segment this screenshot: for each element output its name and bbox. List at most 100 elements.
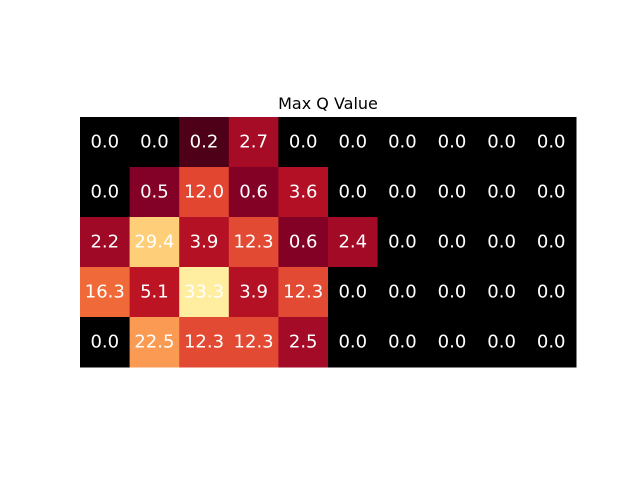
heatmap-cell-r0-c8: [476, 117, 527, 168]
heatmap-cell-r3-c9: [526, 267, 577, 318]
heatmap-value-label-r1-c2: 12.0: [184, 182, 224, 203]
heatmap-value-label-r0-c6: 0.0: [388, 132, 417, 153]
heatmap-value-label-r2-c0: 2.2: [90, 232, 119, 253]
heatmap-value-label-r1-c4: 3.6: [289, 182, 318, 203]
heatmap-cell-r0-c0: [80, 117, 131, 168]
heatmap-value-label-r0-c5: 0.0: [338, 132, 367, 153]
heatmap-value-label-r3-c0: 16.3: [85, 282, 125, 303]
heatmap-cell-r0-c6: [377, 117, 428, 168]
heatmap-value-label-r4-c6: 0.0: [388, 332, 417, 353]
heatmap-cell-r4-c2: [179, 317, 230, 368]
heatmap-value-label-r0-c4: 0.0: [289, 132, 318, 153]
heatmap-cell-r4-c7: [427, 317, 478, 368]
heatmap-cell-r1-c1: [129, 167, 180, 218]
heatmap-value-label-r2-c5: 2.4: [338, 232, 367, 253]
heatmap-value-label-r3-c6: 0.0: [388, 282, 417, 303]
heatmap-cell-r4-c6: [377, 317, 428, 368]
heatmap-cell-r1-c3: [228, 167, 279, 218]
heatmap-cell-r1-c0: [80, 167, 131, 218]
heatmap-cell-r3-c7: [427, 267, 478, 318]
heatmap-cell-r0-c7: [427, 117, 478, 168]
heatmap-cell-r2-c5: [328, 217, 379, 268]
heatmap-cell-r1-c4: [278, 167, 329, 218]
heatmap-value-label-r2-c8: 0.0: [487, 232, 516, 253]
heatmap-value-label-r4-c4: 2.5: [289, 332, 318, 353]
heatmap-value-label-r0-c1: 0.0: [140, 132, 169, 153]
heatmap-cell-r2-c1: [129, 217, 180, 268]
heatmap-cell-r1-c5: [328, 167, 379, 218]
heatmap-cell-r2-c3: [228, 217, 279, 268]
heatmap-cell-r1-c2: [179, 167, 230, 218]
heatmap-value-label-r4-c8: 0.0: [487, 332, 516, 353]
heatmap-cell-r2-c8: [476, 217, 527, 268]
heatmap-cell-r0-c2: [179, 117, 230, 168]
heatmap-cell-r2-c4: [278, 217, 329, 268]
heatmap-cell-r2-c0: [80, 217, 131, 268]
heatmap-value-label-r2-c2: 3.9: [190, 232, 219, 253]
heatmap-value-label-r1-c1: 0.5: [140, 182, 169, 203]
heatmap-value-label-r0-c3: 2.7: [239, 132, 268, 153]
heatmap-cell-r2-c2: [179, 217, 230, 268]
heatmap-value-label-r2-c4: 0.6: [289, 232, 318, 253]
heatmap-labels: 0.0 0.0 0.2 2.7 0.0 0.0 0.0 0.0 0.0 0.0 0.0 0.5 12.0…: [85, 132, 566, 353]
heatmap-value-label-r0-c8: 0.0: [487, 132, 516, 153]
heatmap-cell-r3-c5: [328, 267, 379, 318]
heatmap-value-label-r2-c6: 0.0: [388, 232, 417, 253]
heatmap-cell-r3-c1: [129, 267, 180, 318]
heatmap-value-label-r3-c2: 33.3: [184, 282, 224, 303]
heatmap-cell-r1-c7: [427, 167, 478, 218]
heatmap-cell-r4-c5: [328, 317, 379, 368]
heatmap-cell-r4-c4: [278, 317, 329, 368]
heatmap-cell-r2-c7: [427, 217, 478, 268]
heatmap-cell-r4-c8: [476, 317, 527, 368]
heatmap-value-label-r1-c6: 0.0: [388, 182, 417, 203]
heatmap-value-label-r2-c7: 0.0: [438, 232, 467, 253]
heatmap-value-label-r3-c1: 5.1: [140, 282, 169, 303]
heatmap-value-label-r4-c9: 0.0: [537, 332, 566, 353]
heatmap-value-label-r4-c5: 0.0: [338, 332, 367, 353]
heatmap-cell-r0-c4: [278, 117, 329, 168]
heatmap-cell-r1-c8: [476, 167, 527, 218]
heatmap-cell-r0-c3: [228, 117, 279, 168]
heatmap-value-label-r1-c9: 0.0: [537, 182, 566, 203]
heatmap-value-label-r1-c5: 0.0: [338, 182, 367, 203]
heatmap-cell-r0-c5: [328, 117, 379, 168]
heatmap-value-label-r0-c0: 0.0: [90, 132, 119, 153]
heatmap-value-label-r3-c4: 12.3: [283, 282, 323, 303]
heatmap-cells: [80, 117, 577, 368]
heatmap-cell-r3-c0: [80, 267, 131, 318]
heatmap-value-label-r4-c2: 12.3: [184, 332, 224, 353]
heatmap-cell-r3-c4: [278, 267, 329, 318]
heatmap-value-label-r3-c5: 0.0: [338, 282, 367, 303]
heatmap-value-label-r3-c9: 0.0: [537, 282, 566, 303]
heatmap-value-label-r0-c7: 0.0: [438, 132, 467, 153]
chart-title: Max Q Value: [278, 94, 378, 113]
heatmap-value-label-r0-c2: 0.2: [190, 132, 219, 153]
heatmap-value-label-r3-c8: 0.0: [487, 282, 516, 303]
heatmap-cell-r4-c0: [80, 317, 131, 368]
heatmap-value-label-r1-c8: 0.0: [487, 182, 516, 203]
heatmap-value-label-r4-c3: 12.3: [234, 332, 274, 353]
heatmap-cell-r3-c3: [228, 267, 279, 318]
heatmap-cell-r1-c6: [377, 167, 428, 218]
heatmap-value-label-r4-c0: 0.0: [90, 332, 119, 353]
heatmap-value-label-r3-c7: 0.0: [438, 282, 467, 303]
heatmap-value-label-r1-c3: 0.6: [239, 182, 268, 203]
heatmap-cell-r3-c8: [476, 267, 527, 318]
heatmap-cell-r4-c1: [129, 317, 180, 368]
heatmap-cell-r2-c6: [377, 217, 428, 268]
heatmap-value-label-r3-c3: 3.9: [239, 282, 268, 303]
heatmap-cell-r2-c9: [526, 217, 577, 268]
heatmap-cell-r0-c1: [129, 117, 180, 168]
heatmap-value-label-r2-c3: 12.3: [234, 232, 274, 253]
heatmap-value-label-r4-c7: 0.0: [438, 332, 467, 353]
heatmap-cell-r4-c9: [526, 317, 577, 368]
heatmap-cell-r1-c9: [526, 167, 577, 218]
heatmap-cell-r3-c2: [179, 267, 230, 318]
heatmap-value-label-r4-c1: 22.5: [134, 332, 174, 353]
heatmap-cell-r3-c6: [377, 267, 428, 318]
heatmap-cell-r4-c3: [228, 317, 279, 368]
heatmap-value-label-r1-c0: 0.0: [90, 182, 119, 203]
heatmap-value-label-r1-c7: 0.0: [438, 182, 467, 203]
